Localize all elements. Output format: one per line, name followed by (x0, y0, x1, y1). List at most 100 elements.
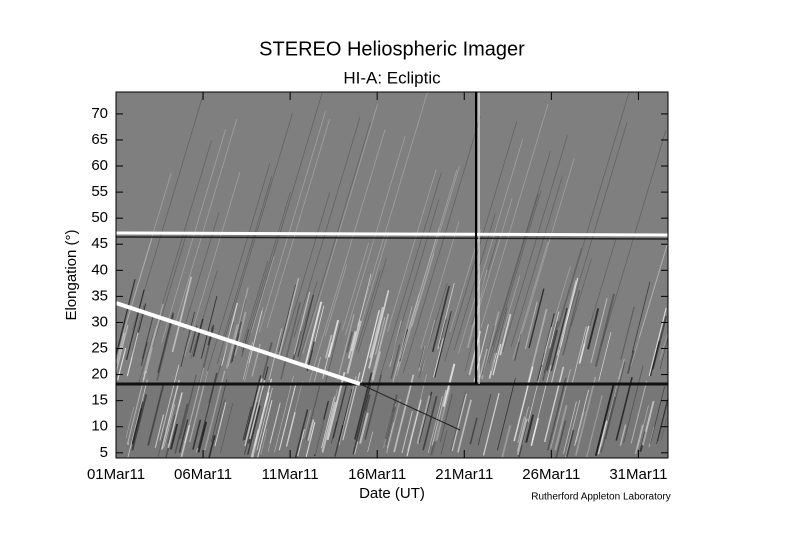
track (216, 112, 293, 365)
track (356, 92, 428, 327)
track (453, 213, 496, 351)
streak (346, 331, 354, 353)
track (293, 116, 361, 338)
streak (550, 307, 568, 371)
streak (364, 374, 382, 440)
streak (586, 395, 603, 458)
streak (360, 309, 380, 384)
streak (140, 341, 148, 366)
streak (143, 324, 157, 375)
streak (337, 313, 355, 380)
streak (369, 306, 384, 359)
streak (278, 277, 300, 358)
x-tick-label: 06Mar11 (174, 466, 232, 483)
streak (562, 401, 577, 454)
track (132, 92, 205, 331)
track (397, 300, 419, 371)
streak (650, 386, 665, 444)
streak (546, 329, 559, 371)
streak (278, 284, 296, 353)
track (121, 237, 153, 338)
track (512, 241, 549, 360)
streak (370, 313, 390, 384)
x-tick-label: 01Mar11 (87, 466, 145, 483)
track (386, 169, 437, 333)
streak (184, 367, 205, 443)
streak (231, 333, 240, 362)
bright-band (116, 231, 668, 237)
streak (659, 336, 668, 370)
streak (211, 379, 228, 443)
track (396, 227, 440, 368)
streak (594, 384, 614, 456)
streak (274, 375, 294, 453)
streak (517, 406, 529, 452)
track (392, 293, 420, 382)
y-axis-label: Elongation (°) (63, 229, 80, 320)
streak (587, 308, 600, 350)
streak (359, 412, 369, 444)
streak (436, 387, 451, 441)
streak (248, 310, 263, 364)
streak (192, 419, 202, 450)
streak (522, 366, 543, 446)
credit: Rutherford Appleton Laboratory (531, 492, 671, 503)
streak (233, 311, 247, 356)
streak (427, 396, 443, 454)
streak (390, 344, 401, 379)
x-tick-label: 16Mar11 (348, 466, 406, 483)
streak (648, 426, 655, 448)
streak (221, 302, 238, 366)
streak (598, 332, 612, 382)
track (302, 104, 378, 354)
streak (392, 306, 413, 384)
streak (600, 396, 616, 453)
streak (267, 404, 281, 452)
streak (525, 414, 535, 443)
streak (257, 400, 273, 458)
streak (615, 377, 633, 441)
streak (431, 389, 447, 446)
streak (386, 422, 394, 449)
track (457, 139, 524, 354)
y-tick-label: 10 (91, 418, 108, 435)
streak (294, 409, 309, 458)
jmap-image (116, 92, 668, 458)
streak (163, 404, 176, 449)
streak (499, 313, 512, 356)
track (379, 172, 442, 379)
y-tick-label: 70 (91, 105, 108, 122)
streak (549, 311, 560, 349)
streak (571, 326, 587, 384)
streak (641, 400, 655, 446)
planet-track (116, 301, 361, 386)
streak (367, 431, 373, 453)
streak (496, 378, 516, 451)
track (295, 280, 318, 355)
track (258, 111, 326, 332)
streak (324, 334, 333, 359)
y-tick-label: 55 (91, 183, 108, 200)
streak (131, 394, 148, 451)
streak (157, 430, 166, 458)
streak (501, 425, 512, 458)
streak (477, 394, 492, 446)
streak (634, 424, 644, 455)
streak (159, 364, 180, 441)
streak (372, 351, 382, 381)
streak (332, 383, 348, 439)
streak (516, 418, 528, 455)
y-tick-label: 25 (91, 339, 108, 356)
streak (450, 391, 466, 452)
streak (385, 403, 397, 445)
streak (244, 378, 263, 447)
lower-field (116, 385, 668, 458)
streak (220, 402, 234, 453)
y-tick-label: 5 (100, 444, 108, 461)
track (411, 253, 435, 327)
streak (421, 319, 436, 372)
streak (418, 345, 426, 372)
streak (321, 396, 335, 449)
streak (490, 307, 508, 372)
track (544, 266, 571, 354)
